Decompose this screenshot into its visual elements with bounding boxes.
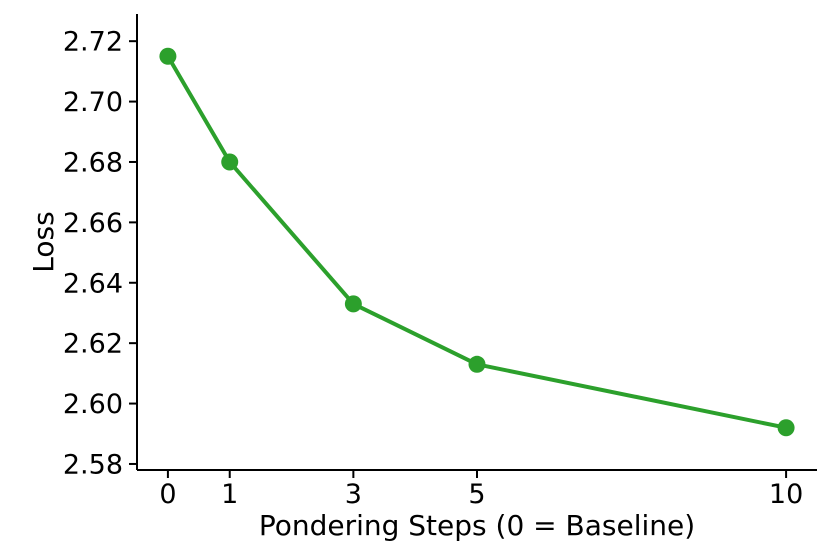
y-tick-label: 2.70 bbox=[63, 87, 123, 118]
y-tick-label: 2.72 bbox=[63, 27, 123, 58]
x-tick-label: 1 bbox=[221, 479, 238, 510]
x-tick-label: 10 bbox=[769, 479, 803, 510]
chart-render-layer: 2.58 2.60 2.62 2.64 2.66 2.68 2.70 2.72 0 1 3 5 10 bbox=[63, 14, 817, 510]
x-tick-label: 0 bbox=[159, 479, 176, 510]
y-tick-label: 2.62 bbox=[63, 329, 123, 360]
y-tick-label: 2.64 bbox=[63, 268, 123, 299]
data-point bbox=[221, 153, 239, 171]
y-tick-label: 2.66 bbox=[63, 208, 123, 239]
y-axis-label: Loss bbox=[27, 211, 60, 272]
y-tick-label: 2.58 bbox=[63, 449, 123, 480]
x-tick-label: 5 bbox=[468, 479, 485, 510]
data-point bbox=[159, 47, 177, 65]
x-tick-label: 3 bbox=[345, 479, 362, 510]
y-tick-label: 2.60 bbox=[63, 389, 123, 420]
data-point bbox=[344, 295, 362, 313]
y-tick-label: 2.68 bbox=[63, 147, 123, 178]
data-point bbox=[468, 355, 486, 373]
x-axis-label: Pondering Steps (0 = Baseline) bbox=[259, 509, 695, 542]
data-point bbox=[777, 419, 795, 437]
